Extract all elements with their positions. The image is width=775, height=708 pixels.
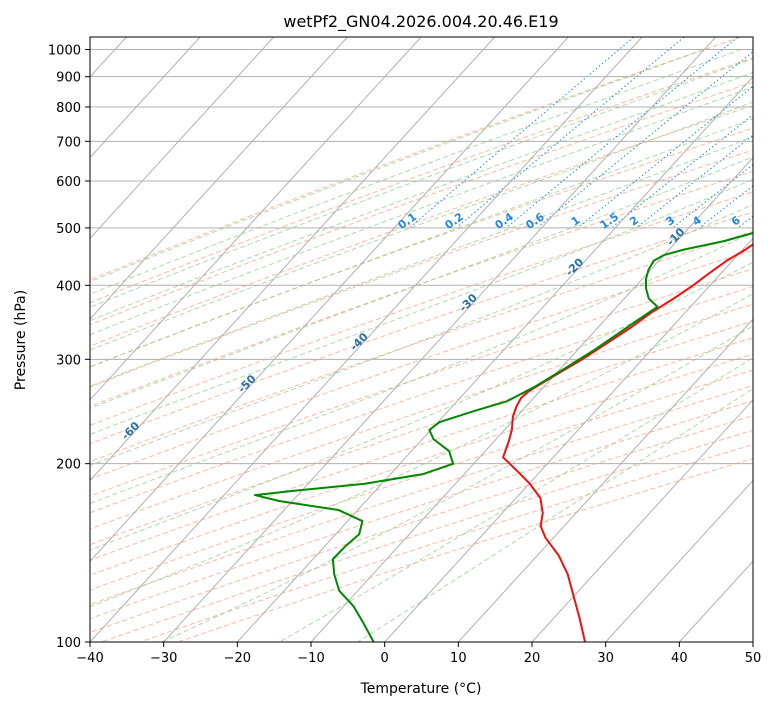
dewpoint-profile [254,231,753,642]
isotherm-line [90,37,422,401]
mixing-ratio-line [538,50,753,228]
y-tick-label: 200 [56,458,81,473]
isotherm-line [604,479,753,642]
isotherm-line [90,37,201,159]
mixing-ratio-line [507,37,739,228]
y-tick-label: 400 [56,279,81,294]
dry-adiabat [90,369,753,591]
dry-adiabat [90,104,753,347]
mixing-ratio-line [637,134,753,228]
dry-adiabat [138,444,753,642]
x-tick-label: 50 [745,651,762,666]
mixing-ratio-line [410,37,635,228]
temperature-profile [502,243,753,642]
dry-adiabat [90,400,753,620]
x-axis: −40 −30 −20 −10 0 10 20 30 40 50 [76,642,761,666]
moist-adiabat [90,58,753,308]
x-tick-label: 30 [597,651,614,666]
isotherm-line [90,37,496,482]
x-tick-label: 0 [381,651,389,666]
plot-frame [89,36,754,643]
dry-adiabat [90,127,753,368]
dry-adiabat [90,149,753,388]
dry-adiabat [90,81,753,326]
isotherm-line [90,37,349,320]
y-axis-title: Pressure (hPa) [13,290,29,390]
dry-adiabat [90,37,743,281]
dry-adiabats [90,37,753,642]
dry-adiabat [90,57,753,304]
moist-adiabat [90,203,753,467]
x-tick-label: −40 [76,651,103,666]
mixing-ratio-lines [410,37,753,228]
y-tick-label: 900 [56,71,81,86]
y-tick-label: 700 [56,135,81,150]
moist-adiabat [90,49,742,295]
chart-title: wetPf2_GN04.2026.004.20.46.E19 [283,12,558,32]
dry-adiabat [90,337,753,561]
y-tick-label: 800 [56,101,81,116]
isotherm-line [457,318,753,642]
x-tick-label: 40 [671,651,688,666]
isotherm-line [383,237,753,642]
moist-adiabat [90,71,753,322]
y-tick-label: 500 [56,222,81,237]
x-tick-label: −30 [150,651,177,666]
dry-adiabat [90,303,753,530]
dry-adiabat [176,458,753,642]
isotherm-line [310,156,753,642]
isotherm-line [90,37,643,642]
dry-adiabat [90,249,753,480]
y-tick-label: 600 [56,175,81,190]
isotherm-gridlines [90,37,753,642]
y-tick-label: 300 [56,353,81,368]
isotherm-line [236,76,753,642]
isotherm-line [90,37,570,563]
moist-adiabat [90,49,705,283]
dry-adiabat [90,353,753,576]
x-tick-label: 20 [524,651,541,666]
y-tick-label: 100 [56,636,81,651]
dry-adiabat [90,286,753,514]
x-tick-label: 10 [450,651,467,666]
sounding-profiles [254,231,753,642]
isotherm-line [531,399,753,642]
x-axis-title: Temperature (°C) [360,681,482,697]
mixing-ratio-line [457,37,685,228]
dry-adiabat [90,385,753,606]
plot-area: 0.10.20.40.611.52346810131620253036-100-… [90,37,753,642]
isotherm-line [90,37,275,240]
dry-adiabat [100,429,753,642]
x-tick-label: −20 [224,651,251,666]
dry-adiabat [90,191,753,426]
isotherm-line [162,37,717,642]
x-tick-label: −10 [297,651,324,666]
moist-adiabat [90,231,753,505]
dry-adiabat [90,415,753,634]
y-axis: 1000 900 800 700 600 500 400 300 200 100 [48,44,90,651]
mixing-ratio-line [578,85,753,228]
y-tick-label: 1000 [48,44,81,59]
moist-adiabat [90,156,753,409]
moist-adiabat [90,118,753,368]
